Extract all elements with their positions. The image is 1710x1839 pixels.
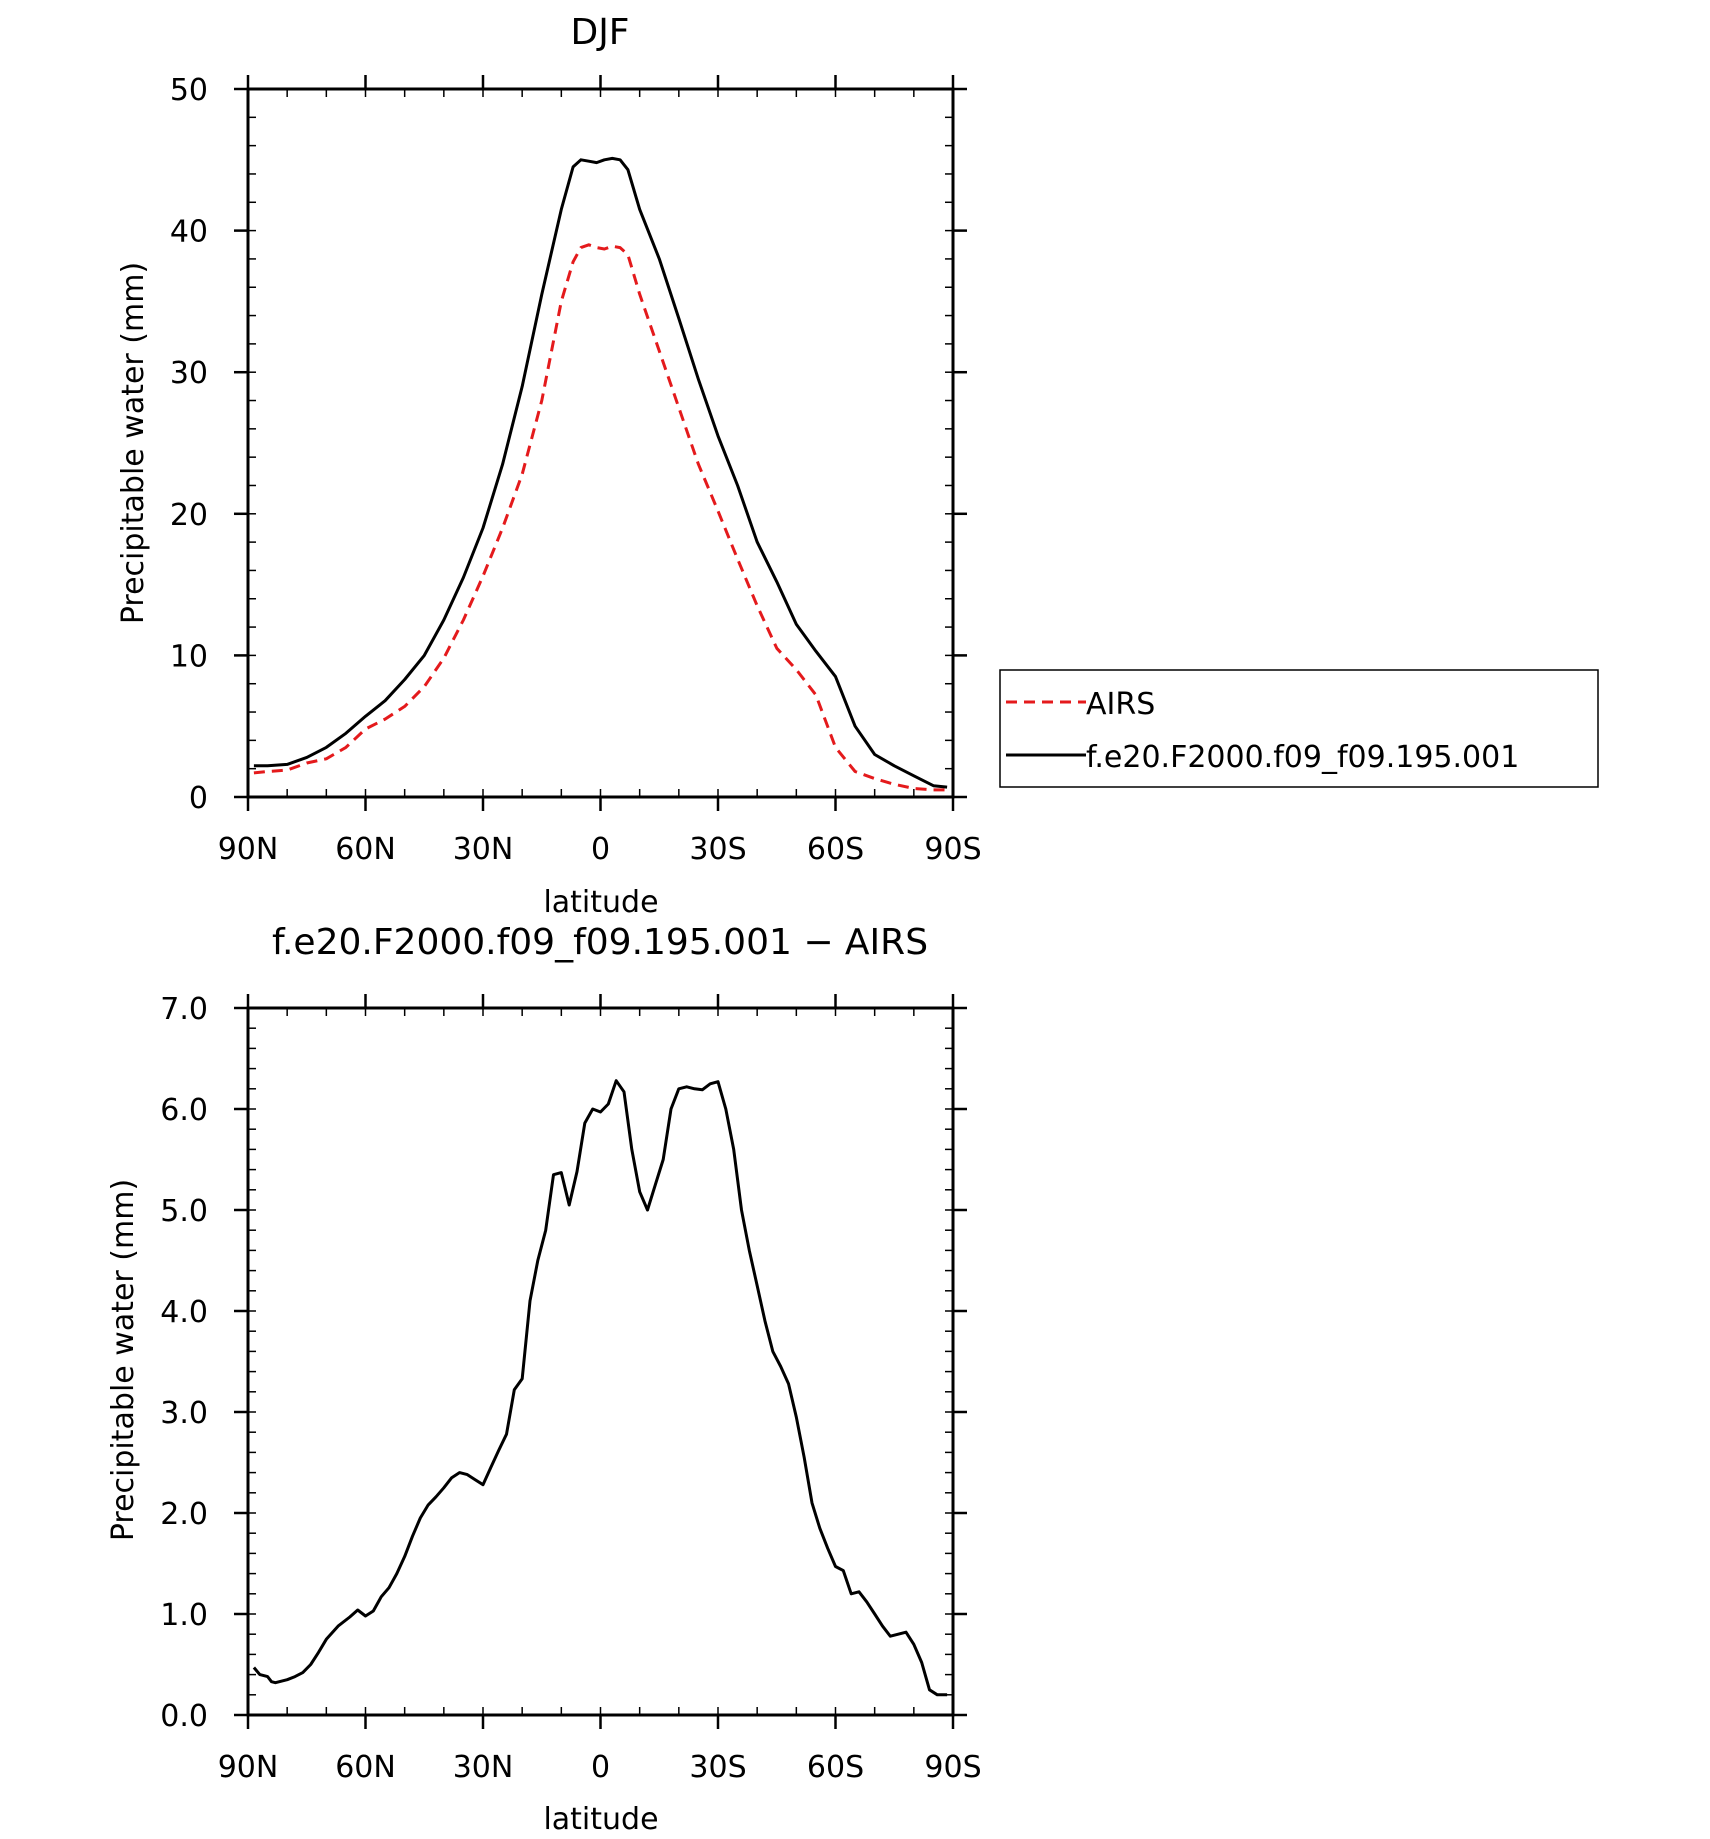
x-tick-label: 30S (689, 1750, 746, 1785)
x-tick-label: 30N (453, 1750, 514, 1785)
x-tick-label: 30S (689, 832, 746, 867)
chart-title: f.e20.F2000.f09_f09.195.001 − AIRS (272, 922, 928, 963)
y-tick-label: 5.0 (160, 1194, 208, 1229)
chart-title: DJF (570, 12, 629, 53)
x-tick-label: 90S (924, 832, 981, 867)
legend: AIRS f.e20.F2000.f09_f09.195.001 (999, 669, 1599, 788)
x-tick-label: 90N (218, 832, 279, 867)
y-tick-label: 6.0 (160, 1093, 208, 1128)
y-tick-label: 1.0 (160, 1598, 208, 1633)
y-tick-label: 40 (170, 215, 208, 250)
x-tick-label: 90S (924, 1750, 981, 1785)
x-tick-label: 60S (807, 832, 864, 867)
y-tick-label: 2.0 (160, 1497, 208, 1532)
x-tick-label: 60N (335, 1750, 396, 1785)
panel-djf: DJF 0 10 20 30 40 50 90N 60N 30N 0 30S 60S 90S Prec… (116, 12, 1599, 920)
x-tick-label: 90N (218, 1750, 279, 1785)
x-tick-label: 0 (591, 1750, 610, 1785)
y-tick-label: 0 (189, 781, 208, 816)
x-tick-label: 30N (453, 832, 514, 867)
y-tick-label: 20 (170, 498, 208, 533)
y-axis-label: Precipitable water (mm) (106, 1179, 141, 1541)
x-tick-label: 60N (335, 832, 396, 867)
series-line-model (253, 156, 948, 789)
x-axis-label: latitude (543, 1802, 658, 1837)
legend-box (999, 669, 1599, 788)
y-tick-label: 10 (170, 639, 208, 674)
y-tick-label: 3.0 (160, 1396, 208, 1431)
x-tick-label: 0 (591, 832, 610, 867)
series-line-airs (253, 243, 948, 792)
plot-frame (246, 1006, 955, 1717)
y-tick-label: 50 (170, 73, 208, 108)
y-tick-label: 0.0 (160, 1699, 208, 1734)
x-tick-label: 60S (807, 1750, 864, 1785)
series-line-difference (252, 1079, 948, 1697)
x-axis-label: latitude (543, 885, 658, 920)
y-tick-label: 30 (170, 356, 208, 391)
plot-frame (246, 87, 955, 799)
y-tick-label: 7.0 (160, 992, 208, 1027)
y-tick-label: 4.0 (160, 1295, 208, 1330)
legend-label-airs: AIRS (1086, 687, 1155, 722)
y-axis-label: Precipitable water (mm) (116, 262, 151, 624)
panel-difference: f.e20.F2000.f09_f09.195.001 − AIRS 0.0 1.… (106, 922, 982, 1837)
legend-label-model: f.e20.F2000.f09_f09.195.001 (1086, 740, 1519, 775)
